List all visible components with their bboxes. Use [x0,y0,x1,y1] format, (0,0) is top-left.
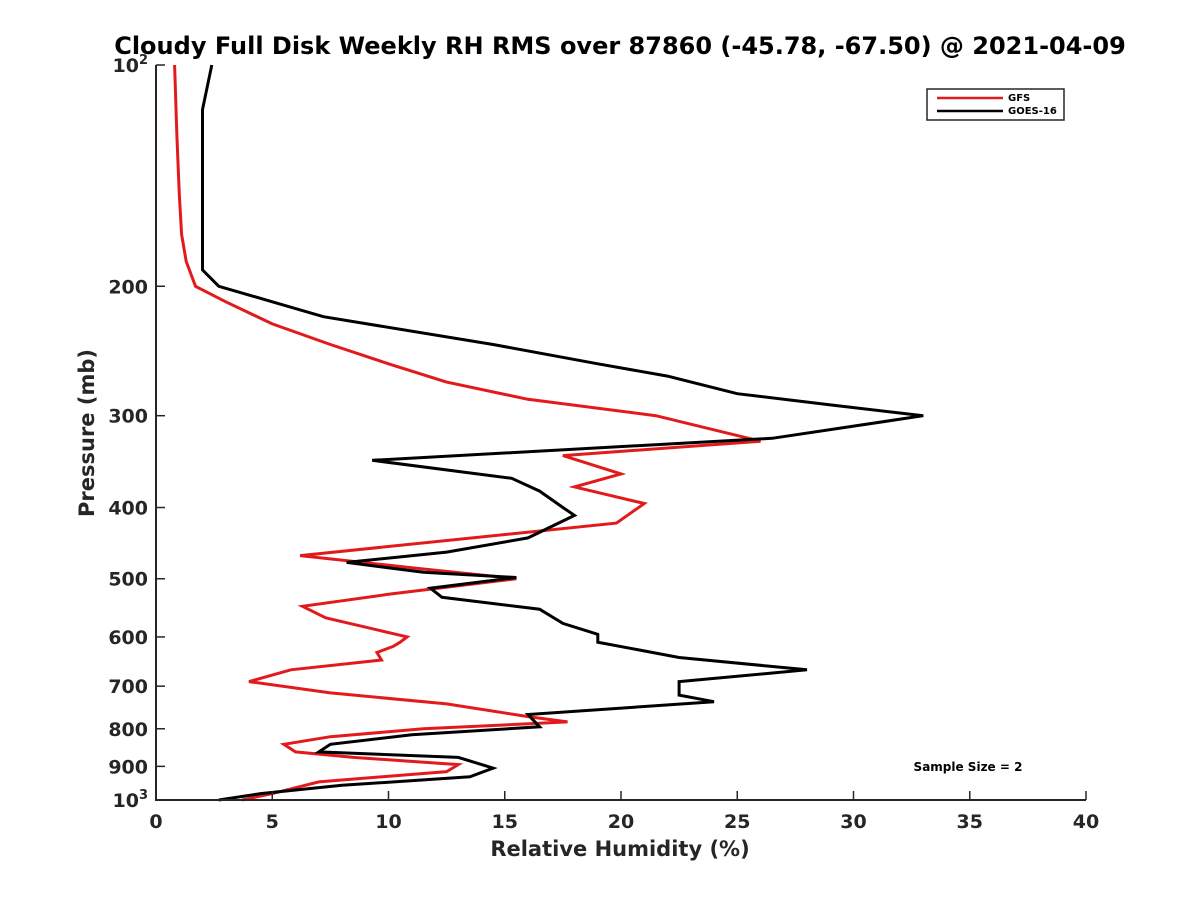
x-axis-label: Relative Humidity (%) [490,837,749,861]
sample-size-annotation: Sample Size = 2 [914,760,1023,774]
x-tick-label: 20 [608,811,634,833]
x-tick-label: 10 [375,811,401,833]
y-axis-label: Pressure (mb) [75,349,99,517]
legend: GFS GOES-16 [926,88,1065,121]
y-tick-label: 900 [108,756,148,778]
y-tick-label: 700 [108,676,148,698]
y-tick-label: 800 [108,719,148,741]
x-tick-label: 5 [266,811,279,833]
y-axis-ticks: 102 200 300 400 500 600 700 800 900 103 [108,53,165,812]
series-line-goes16 [201,64,924,802]
y-tick-label: 102 [113,53,149,77]
y-tick-label: 103 [113,788,149,812]
y-tick-label: 500 [108,569,148,591]
legend-box [926,88,1065,121]
y-tick-label: 400 [108,498,148,520]
plot-series-group [173,64,924,802]
x-axis-ticks: 0 5 10 15 20 25 30 35 40 [149,791,1099,833]
legend-label-gfs: GFS [1008,93,1030,104]
y-tick-label: 600 [108,627,148,649]
series-line-gfs [173,64,761,802]
x-tick-label: 40 [1073,811,1099,833]
x-tick-label: 0 [149,811,162,833]
y-tick-label: 300 [108,406,148,428]
y-tick-label: 200 [108,276,148,298]
legend-label-goes16: GOES-16 [1008,106,1057,117]
y-axis-line [155,65,157,801]
x-tick-label: 15 [492,811,518,833]
x-tick-label: 25 [724,811,750,833]
chart-title: Cloudy Full Disk Weekly RH RMS over 8786… [114,32,1126,60]
x-tick-label: 35 [957,811,983,833]
x-tick-label: 30 [840,811,866,833]
